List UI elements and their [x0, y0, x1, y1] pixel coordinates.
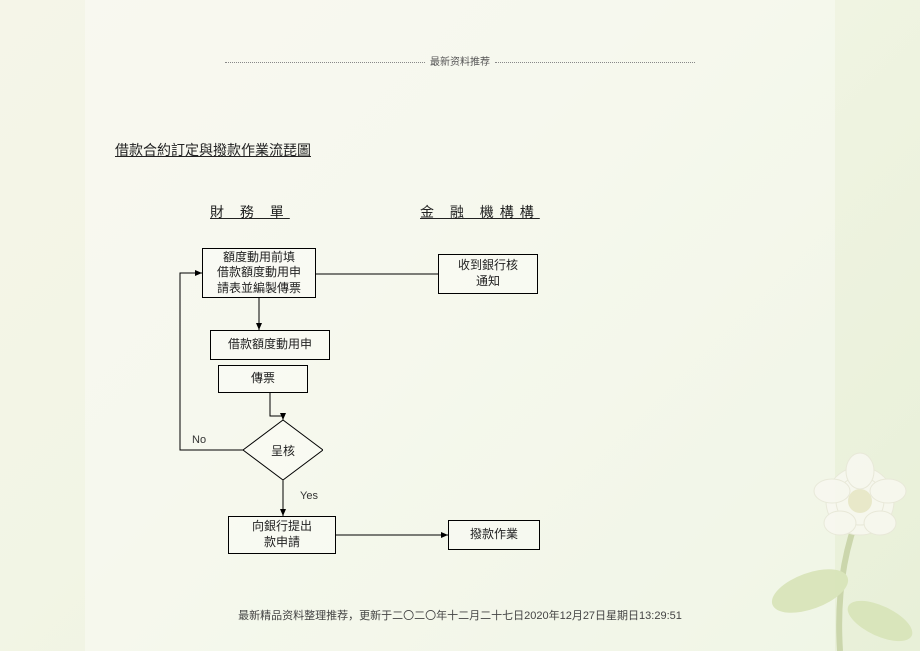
node-text: 向銀行提出 [252, 519, 312, 535]
node-text: 借款額度動用申 [228, 337, 312, 353]
node-text: 款申請 [264, 535, 300, 551]
edge-label-no: No [192, 434, 206, 446]
edge-label-yes: Yes [300, 490, 318, 502]
column-header-right: 金 融 機構構 [420, 202, 540, 222]
node-disburse: 撥款作業 [448, 520, 540, 550]
node-voucher: 傳票 [218, 365, 308, 393]
node-review: 呈核 [243, 420, 323, 480]
document-title: 借款合約訂定與撥款作業流琵圖 [115, 140, 311, 160]
node-loan-apply: 借款額度動用申 [210, 330, 330, 360]
node-fill-form: 額度動用前填 借款額度動用申 請表並編製傳票 [202, 248, 316, 298]
node-text: 額度動用前填 [223, 250, 295, 266]
footer-text: 最新精品资料整理推荐，更新于二〇二〇年十二月二十七日2020年12月27日星期日… [85, 607, 835, 623]
node-bank-request: 向銀行提出 款申請 [228, 516, 336, 554]
column-header-left: 財 務 單 [210, 202, 290, 222]
node-text: 傳票 [251, 371, 275, 387]
node-text: 借款額度動用申 [217, 265, 301, 281]
header-text: 最新资料推荐 [430, 57, 490, 68]
header-banner: 最新资料推荐 [85, 53, 835, 68]
page-background [85, 0, 835, 651]
node-text: 撥款作業 [470, 527, 518, 543]
node-text: 呈核 [243, 420, 323, 480]
node-text: 收到銀行核 [458, 258, 518, 274]
node-bank-notice: 收到銀行核 通知 [438, 254, 538, 294]
node-text: 請表並編製傳票 [217, 281, 301, 297]
node-text: 通知 [476, 274, 500, 290]
